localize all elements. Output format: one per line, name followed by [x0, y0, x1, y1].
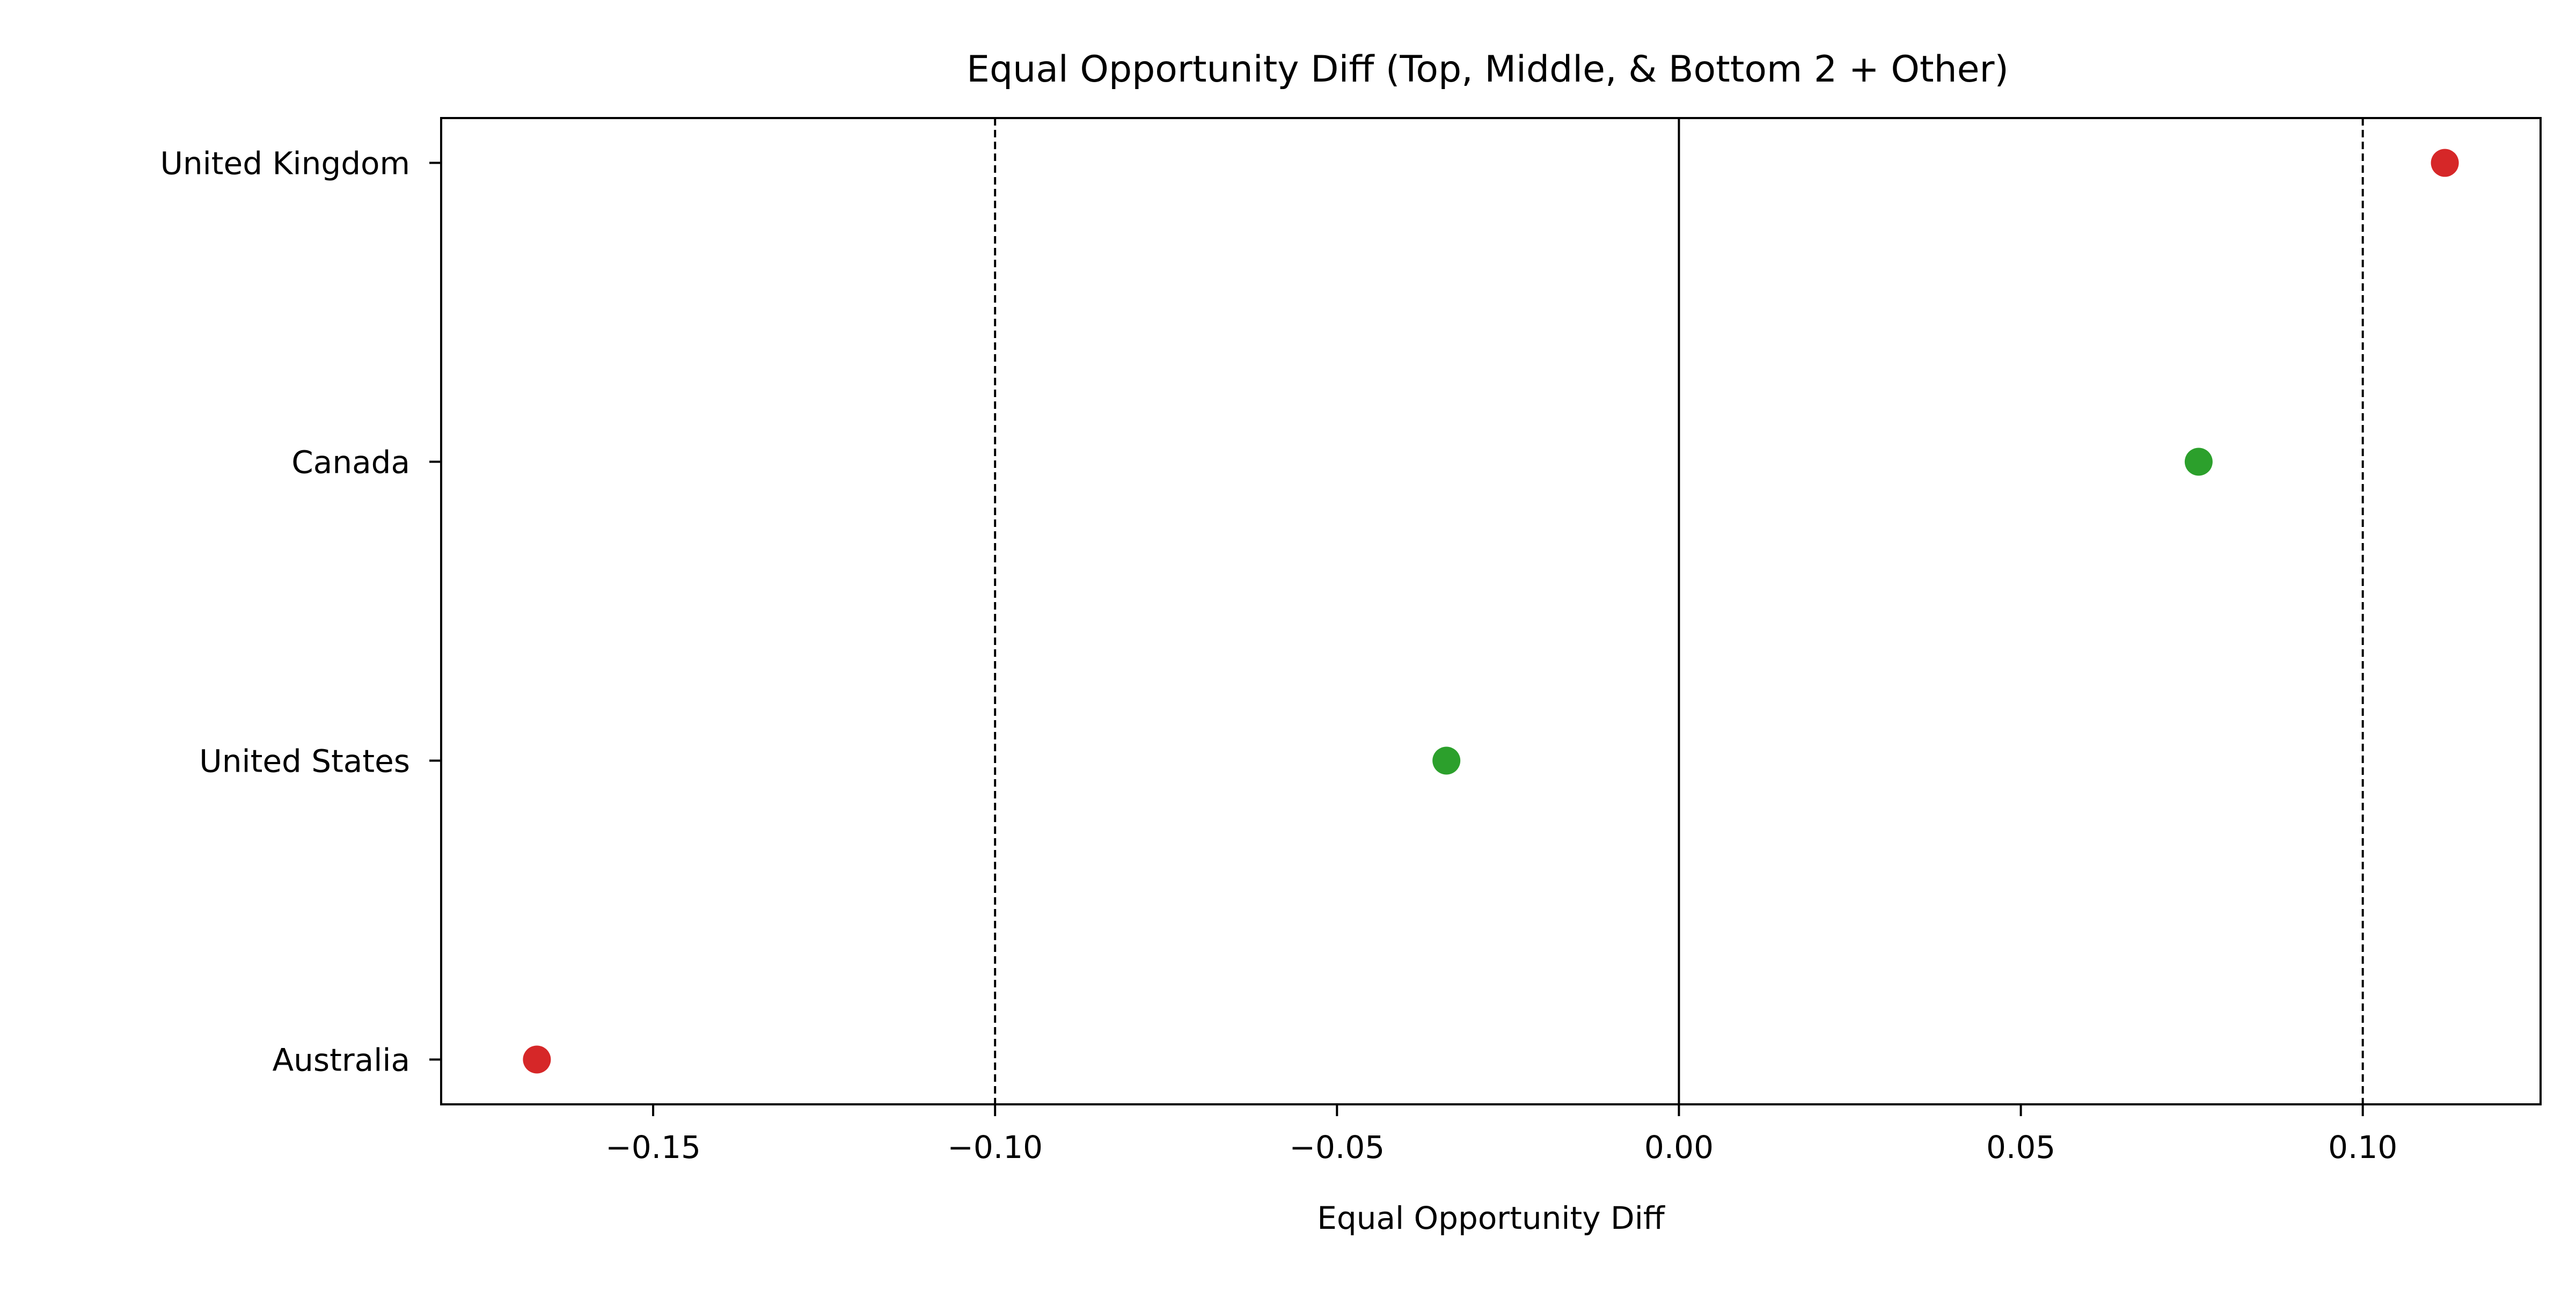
y-axis-ticks: United Kingdom Canada United States Austral… — [160, 145, 441, 1078]
x-tick-label: −0.10 — [947, 1129, 1043, 1166]
x-tick-label: 0.05 — [1986, 1129, 2055, 1166]
data-point — [523, 1045, 551, 1074]
y-tick-label: Canada — [291, 444, 410, 481]
x-axis-ticks: −0.15 −0.10 −0.05 0.00 0.05 0.10 — [605, 1104, 2397, 1166]
plot-frame — [440, 117, 2542, 1105]
y-tick-label: United Kingdom — [160, 145, 410, 182]
data-point — [2431, 149, 2459, 177]
data-points — [523, 149, 2459, 1074]
x-axis-label: Equal Opportunity Diff — [1317, 1200, 1666, 1236]
y-tick-label: Australia — [272, 1042, 410, 1078]
chart-title: Equal Opportunity Diff (Top, Middle, & B… — [967, 48, 2009, 91]
reference-lines — [994, 118, 2364, 1104]
data-point — [1432, 746, 1461, 775]
y-tick-label: United States — [199, 743, 410, 779]
x-tick-label: 0.10 — [2328, 1129, 2397, 1166]
x-tick-label: 0.00 — [1644, 1129, 1714, 1166]
x-tick-label: −0.05 — [1289, 1129, 1385, 1166]
x-tick-label: −0.15 — [605, 1129, 701, 1166]
data-point — [2184, 448, 2213, 476]
